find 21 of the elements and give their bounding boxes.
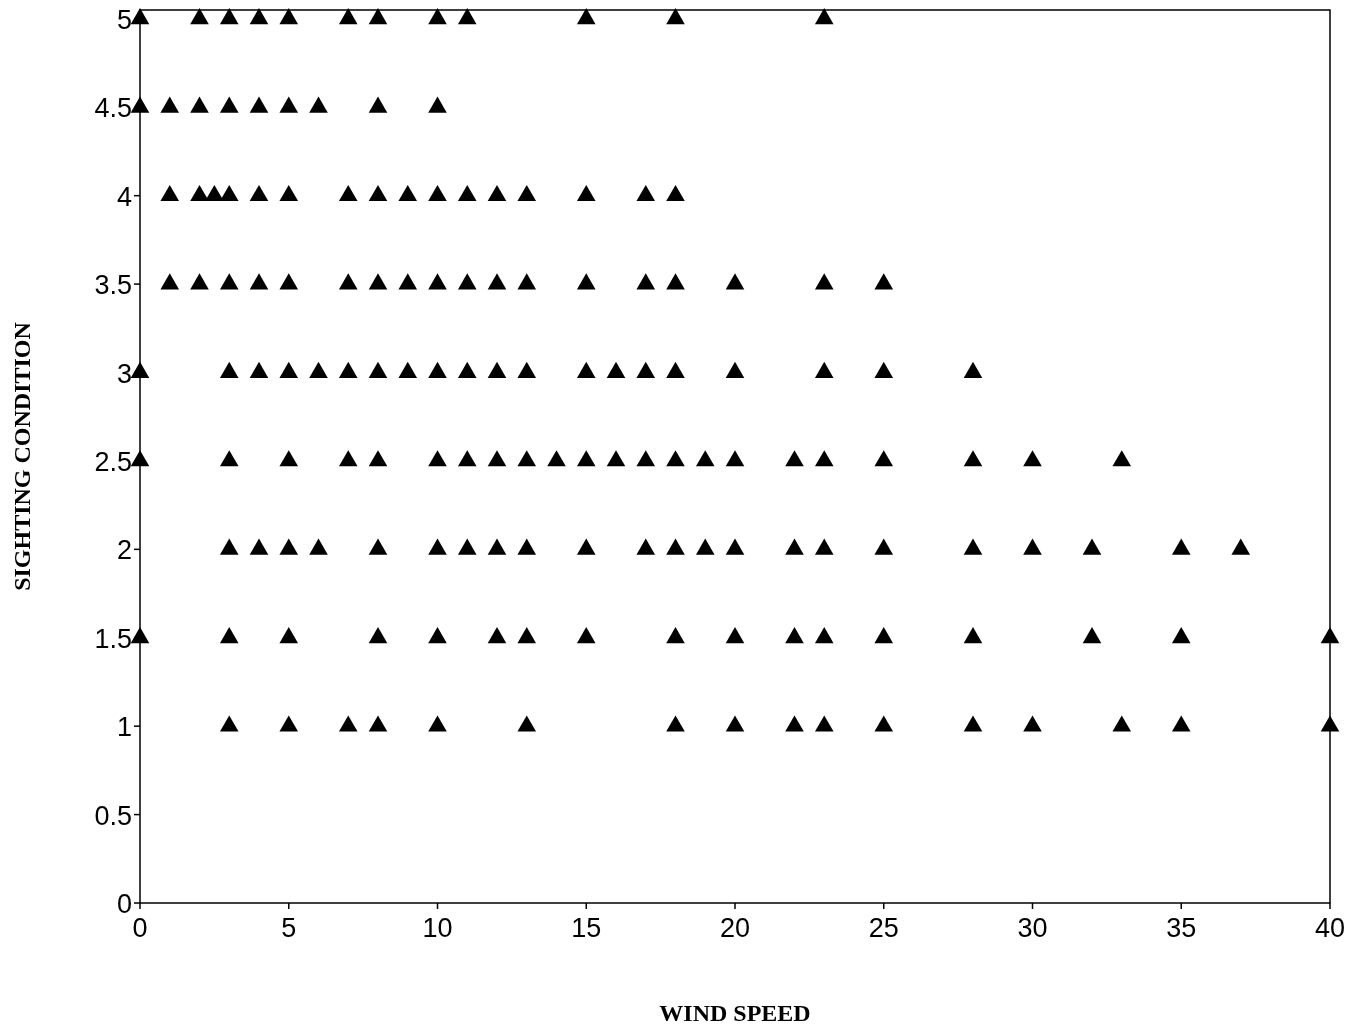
x-tick-label: 35: [1166, 913, 1197, 943]
y-axis-title: SIGHTING CONDITION: [9, 321, 35, 591]
y-tick-label: 2.5: [94, 446, 132, 477]
x-tick-label: 20: [719, 913, 751, 943]
y-tick-label: 0: [116, 889, 132, 919]
x-tick-label: 30: [1017, 913, 1048, 943]
y-tick-label: 1: [116, 712, 132, 743]
x-tick-label: 5: [281, 913, 297, 943]
y-tick-label: 5: [116, 4, 132, 35]
y-tick-label: 4: [116, 181, 132, 212]
y-tick-label: 3.5: [94, 270, 132, 301]
y-tick-label: 0.5: [94, 800, 132, 831]
y-tick-label: 3: [116, 358, 132, 389]
x-tick-label: 15: [571, 913, 602, 943]
x-tick-label: 40: [1314, 913, 1346, 943]
y-tick-label: 1.5: [94, 623, 132, 654]
x-axis-title: WIND SPEED: [659, 1000, 811, 1026]
y-tick-label: 2: [116, 535, 132, 566]
x-tick-label: 25: [868, 913, 899, 943]
y-tick-label: 4.5: [94, 93, 132, 124]
x-tick-label: 10: [422, 913, 453, 943]
